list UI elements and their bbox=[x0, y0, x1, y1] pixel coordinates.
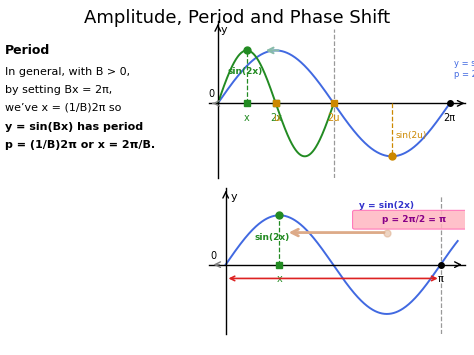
Text: y = sin(2x): y = sin(2x) bbox=[359, 201, 414, 210]
Text: 2π: 2π bbox=[444, 113, 456, 123]
Text: sin(2x): sin(2x) bbox=[228, 67, 263, 76]
Text: sin(2x): sin(2x) bbox=[255, 233, 290, 242]
Text: In general, with B > 0,: In general, with B > 0, bbox=[5, 67, 130, 77]
Text: we’ve x = (1/B)2π so: we’ve x = (1/B)2π so bbox=[5, 103, 121, 113]
Text: 0: 0 bbox=[210, 251, 217, 261]
Text: x: x bbox=[276, 273, 282, 284]
Text: y = sin(Bx) has period: y = sin(Bx) has period bbox=[5, 122, 143, 132]
Text: Amplitude, Period and Phase Shift: Amplitude, Period and Phase Shift bbox=[84, 9, 390, 27]
Text: p = 2π: p = 2π bbox=[454, 70, 474, 79]
Text: by setting Bx = 2π,: by setting Bx = 2π, bbox=[5, 85, 112, 95]
Text: y = sin(x): y = sin(x) bbox=[454, 59, 474, 68]
Text: p = (1/B)2π or x = 2π/B.: p = (1/B)2π or x = 2π/B. bbox=[5, 140, 155, 150]
Text: 0: 0 bbox=[208, 89, 214, 99]
FancyBboxPatch shape bbox=[353, 211, 474, 229]
Text: 2x: 2x bbox=[270, 113, 282, 123]
Text: sin(2u): sin(2u) bbox=[395, 131, 427, 140]
Text: u: u bbox=[273, 113, 279, 123]
Text: 2u: 2u bbox=[328, 113, 340, 123]
Text: y: y bbox=[220, 25, 227, 35]
Text: π: π bbox=[438, 273, 444, 284]
Text: x: x bbox=[244, 113, 250, 123]
Text: Period: Period bbox=[5, 44, 50, 58]
Text: p = 2π/2 = π: p = 2π/2 = π bbox=[382, 215, 446, 224]
Text: y: y bbox=[230, 192, 237, 202]
